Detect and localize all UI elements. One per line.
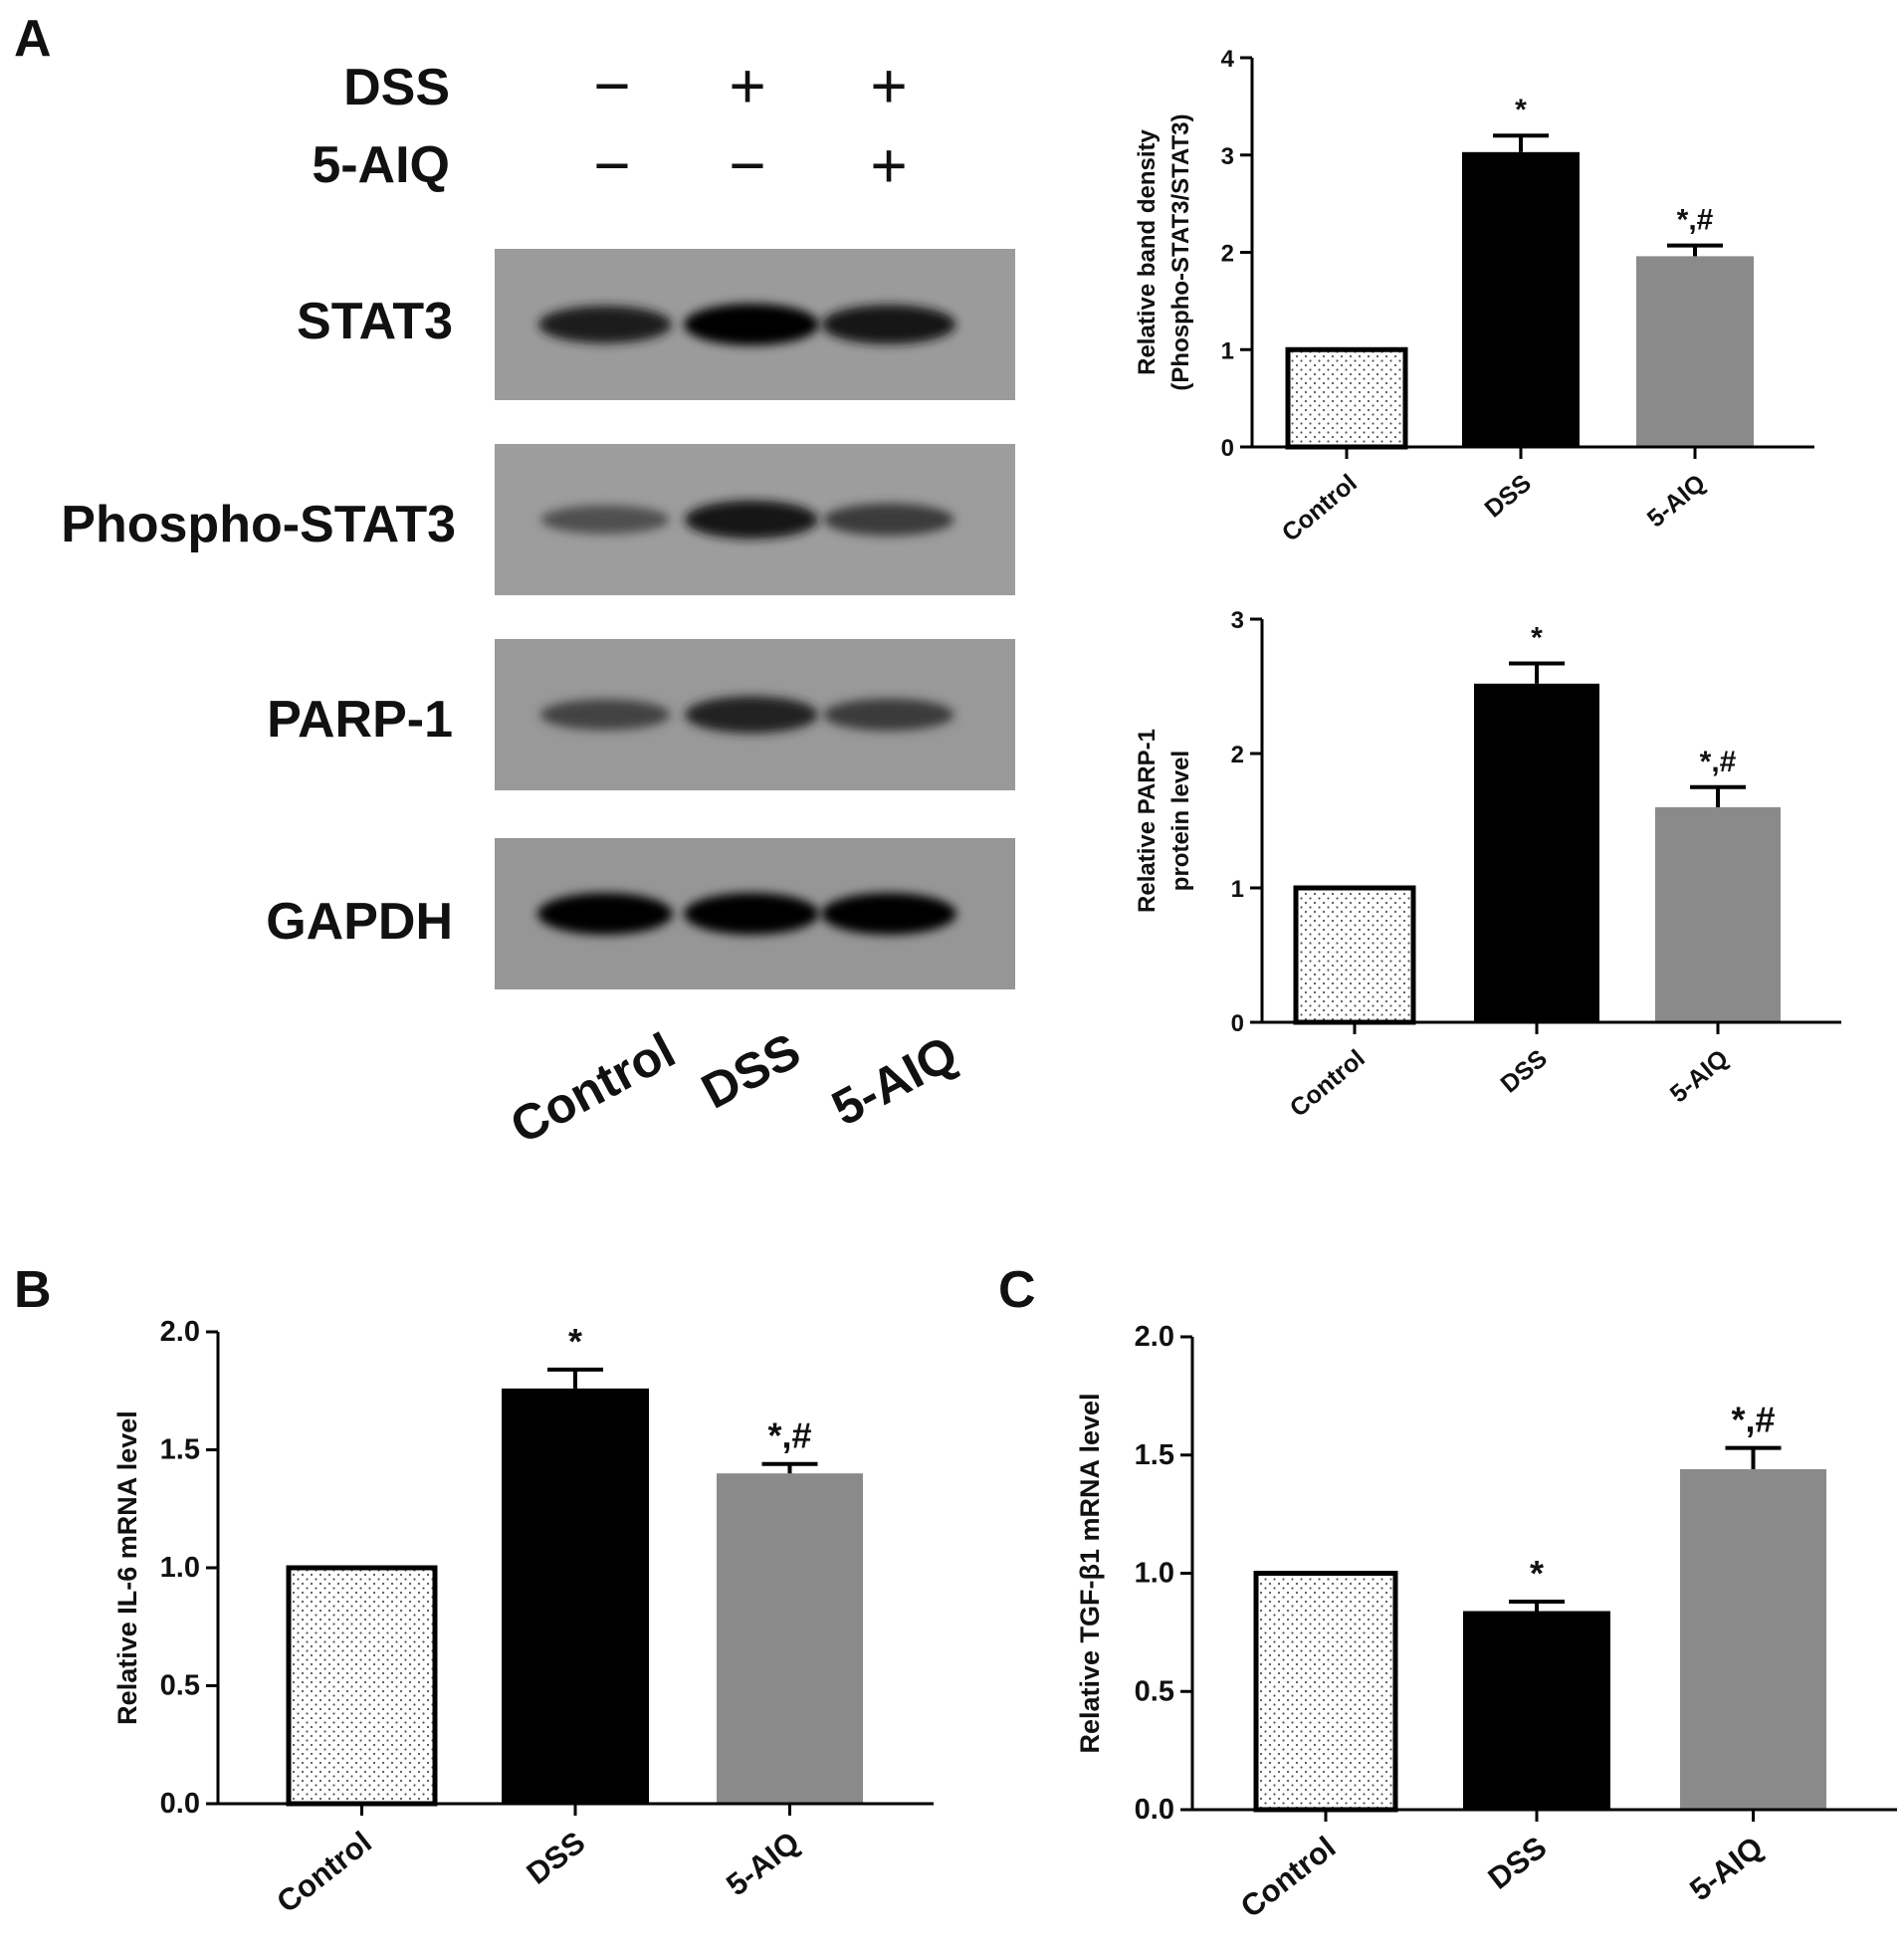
blot-strip-phospho-stat3 bbox=[495, 444, 1015, 595]
bar-5-aiq bbox=[717, 1473, 863, 1804]
panel-label-a: A bbox=[14, 10, 52, 68]
lane-label-dss: DSS bbox=[693, 1022, 809, 1120]
band-label-gapdh: GAPDH bbox=[266, 893, 453, 951]
category-label-control: Control bbox=[1234, 1830, 1342, 1924]
category-label-dss: DSS bbox=[1479, 469, 1536, 523]
y-axis-label: Relative IL-6 mRNA level bbox=[112, 1410, 142, 1725]
chart-phospho-stat3-ratio: Control * DSS *,# 5-AIQ 0 1 2 3 4 Relative band de… bbox=[1134, 46, 1814, 547]
band-phospho-stat3-control bbox=[540, 505, 670, 535]
significance-5-aiq: *,# bbox=[767, 1415, 811, 1456]
y-tick-label: 0.5 bbox=[1135, 1675, 1174, 1707]
treatment-label-5aiq: 5-AIQ bbox=[312, 136, 450, 194]
significance-dss: * bbox=[1515, 94, 1527, 126]
sign-5aiq-dss: − bbox=[729, 129, 765, 201]
category-label-control: Control bbox=[1285, 1044, 1371, 1123]
category-label-dss: DSS bbox=[1482, 1830, 1554, 1896]
panel-label-c: C bbox=[998, 1261, 1036, 1319]
band-label-parp1: PARP-1 bbox=[267, 691, 453, 749]
western-blot: DSS 5-AIQ − + + − − + STAT3 Phospho-STAT… bbox=[61, 50, 1015, 1155]
band-parp1-control bbox=[539, 699, 671, 731]
bar-5-aiq bbox=[1636, 256, 1754, 447]
sign-5aiq-5aiq: + bbox=[870, 129, 907, 201]
significance-5-aiq: *,# bbox=[1700, 746, 1737, 778]
sign-dss-dss: + bbox=[729, 50, 765, 121]
category-label-5-aiq: 5-AIQ bbox=[1665, 1044, 1734, 1108]
significance-5-aiq: *,# bbox=[1677, 204, 1714, 237]
band-gapdh-control bbox=[537, 893, 673, 935]
category-label-5-aiq: 5-AIQ bbox=[720, 1825, 806, 1902]
band-phospho-stat3-5aiq bbox=[823, 503, 954, 537]
y-axis-label: protein level bbox=[1167, 751, 1194, 891]
category-label-dss: DSS bbox=[1495, 1044, 1552, 1098]
band-stat3-dss bbox=[684, 304, 819, 345]
sign-dss-control: − bbox=[593, 50, 630, 121]
significance-dss: * bbox=[1530, 1553, 1544, 1594]
y-axis-label: (Phospho-STAT3/STAT3) bbox=[1167, 113, 1194, 390]
band-label-stat3: STAT3 bbox=[297, 293, 453, 350]
sign-dss-5aiq: + bbox=[870, 50, 907, 121]
sign-5aiq-control: − bbox=[593, 129, 630, 201]
band-stat3-control bbox=[538, 306, 672, 343]
blot-strip-gapdh bbox=[495, 838, 1015, 989]
y-tick-label: 1.5 bbox=[160, 1434, 200, 1466]
category-label-5-aiq: 5-AIQ bbox=[1683, 1830, 1770, 1907]
y-tick-label: 0.5 bbox=[160, 1670, 200, 1702]
bar-control bbox=[1293, 885, 1416, 1025]
band-gapdh-5aiq bbox=[821, 893, 956, 935]
lane-label-control: Control bbox=[502, 1022, 684, 1155]
significance-dss: * bbox=[568, 1321, 582, 1362]
band-parp1-dss bbox=[685, 696, 818, 734]
y-tick-label: 1.5 bbox=[1135, 1439, 1174, 1471]
band-stat3-5aiq bbox=[821, 305, 956, 344]
y-tick-label: 2 bbox=[1221, 241, 1234, 268]
y-tick-label: 0.0 bbox=[1135, 1794, 1174, 1826]
band-label-phospho-stat3: Phospho-STAT3 bbox=[61, 496, 456, 553]
chart-parp1-protein: Control * DSS *,# 5-AIQ 0 1 2 3 Relative PARP-1 pr… bbox=[1134, 607, 1841, 1123]
bar-dss bbox=[502, 1388, 649, 1804]
band-parp1-5aiq bbox=[823, 698, 954, 732]
y-tick-label: 1.0 bbox=[1135, 1558, 1174, 1590]
y-tick-label: 3 bbox=[1231, 607, 1244, 634]
blot-strip-stat3 bbox=[495, 249, 1015, 400]
significance-dss: * bbox=[1531, 622, 1543, 655]
bar-dss bbox=[1463, 1611, 1610, 1810]
y-tick-label: 0.0 bbox=[160, 1788, 200, 1820]
y-tick-label: 2.0 bbox=[160, 1316, 200, 1348]
y-tick-label: 2.0 bbox=[1135, 1321, 1174, 1353]
y-tick-label: 3 bbox=[1221, 143, 1234, 170]
band-phospho-stat3-dss bbox=[684, 500, 819, 540]
y-tick-label: 2 bbox=[1231, 742, 1244, 768]
lane-label-5aiq: 5-AIQ bbox=[823, 1025, 966, 1137]
treatment-label-dss: DSS bbox=[343, 59, 450, 116]
y-tick-label: 1.0 bbox=[160, 1552, 200, 1584]
band-gapdh-dss bbox=[684, 893, 819, 935]
chart-il6-mrna: Control * DSS *,# 5-AIQ 0.0 0.5 1.0 1.5 2.0 Relati… bbox=[112, 1316, 934, 1919]
bar-5-aiq bbox=[1680, 1469, 1826, 1810]
y-tick-label: 0 bbox=[1221, 435, 1234, 462]
significance-5-aiq: *,# bbox=[1731, 1400, 1775, 1440]
blot-strip-parp1 bbox=[495, 639, 1015, 790]
y-axis-label: Relative band density bbox=[1134, 128, 1161, 374]
y-tick-label: 1 bbox=[1221, 337, 1234, 364]
bar-5-aiq bbox=[1655, 807, 1781, 1022]
y-tick-label: 4 bbox=[1221, 46, 1235, 73]
category-label-control: Control bbox=[1277, 469, 1363, 547]
bar-dss bbox=[1474, 683, 1599, 1022]
bar-dss bbox=[1462, 151, 1580, 447]
bar-control bbox=[1285, 346, 1408, 450]
y-tick-label: 0 bbox=[1231, 1010, 1244, 1037]
bar-control bbox=[1253, 1571, 1398, 1813]
bar-control bbox=[286, 1565, 438, 1807]
panel-label-b: B bbox=[14, 1261, 52, 1319]
y-tick-label: 1 bbox=[1231, 876, 1244, 903]
category-label-5-aiq: 5-AIQ bbox=[1642, 469, 1711, 533]
chart-tgfb1-mrna: Control * DSS *,# 5-AIQ 0.0 0.5 1.0 1.5 2.0 Relati… bbox=[1075, 1321, 1897, 1924]
category-label-dss: DSS bbox=[521, 1825, 592, 1891]
category-label-control: Control bbox=[270, 1825, 377, 1919]
y-axis-label: Relative TGF-β1 mRNA level bbox=[1075, 1393, 1105, 1753]
y-axis-label: Relative PARP-1 bbox=[1134, 729, 1161, 913]
